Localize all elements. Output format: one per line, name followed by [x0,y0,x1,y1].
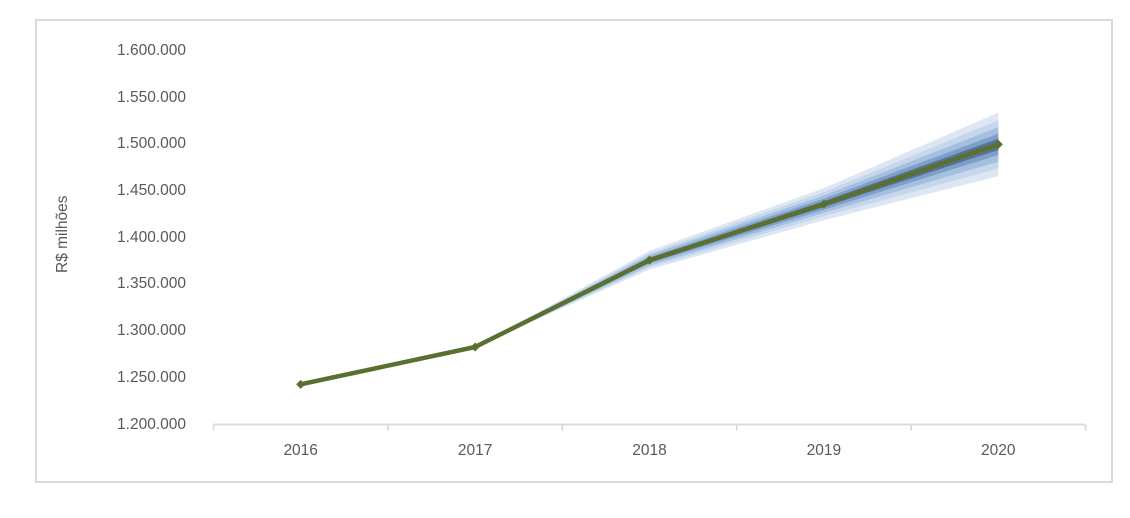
data-point-marker [993,139,1003,149]
chart-area-border [35,19,1113,483]
y-axis-tick-label: 1.250.000 [117,368,186,386]
y-axis-tick-label: 1.300.000 [117,322,186,340]
y-axis-tick-label: 1.500.000 [117,135,186,153]
y-axis-tick-label: 1.550.000 [117,88,186,106]
confidence-band-3 [475,127,999,347]
data-point-marker [470,342,480,352]
x-axis-tick-label: 2016 [283,442,318,459]
y-axis-tick-label: 1.400.000 [117,228,186,246]
x-axis-tick-label: 2020 [981,442,1016,459]
y-axis-tick-label: 1.350.000 [117,275,186,293]
x-axis-tick-label: 2018 [632,442,667,459]
data-point-marker [645,255,654,265]
x-axis-tick-label: 2017 [457,442,493,459]
data-point-marker [819,199,829,209]
data-point-marker [296,379,306,389]
y-axis-tick-label: 1.600.000 [117,42,186,59]
x-axis-tick-label: 2019 [806,442,842,459]
y-axis-tick-label: 1.200.000 [117,415,186,433]
y-axis-tick-label: 1.450.000 [117,182,186,200]
